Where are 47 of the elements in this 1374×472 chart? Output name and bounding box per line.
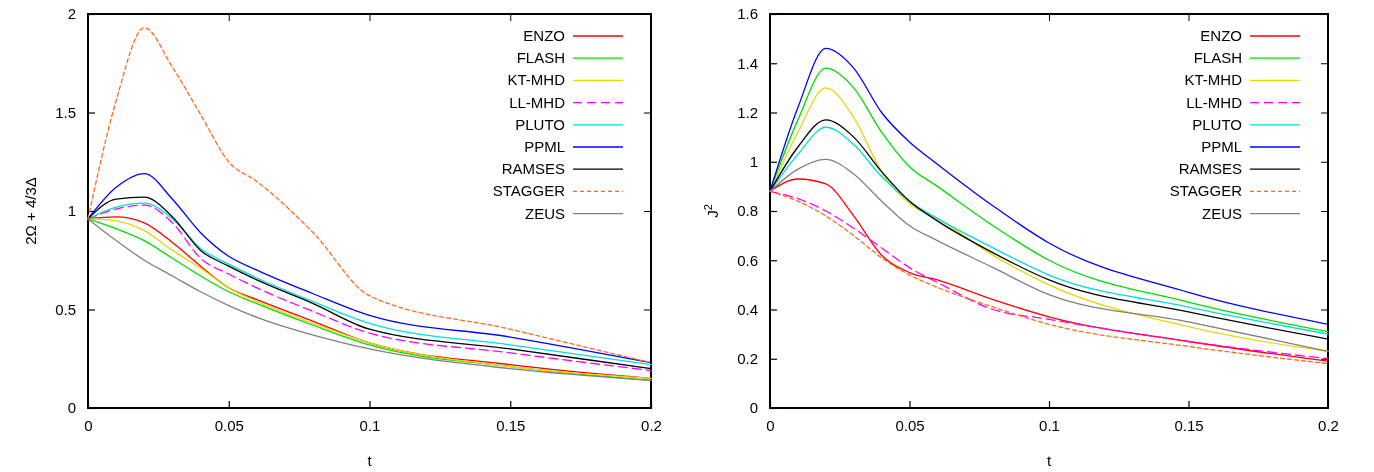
y-tick-label: 0.6 [737, 251, 758, 269]
y-tick-label: 0 [67, 399, 76, 417]
x-tick-label: 0 [766, 416, 775, 434]
legend-label: RAMSES [501, 160, 565, 178]
x-tick-label: 0.15 [1174, 416, 1204, 434]
legend-label: ENZO [523, 27, 565, 44]
line-series [87, 172, 652, 364]
x-tick-label: 0.2 [641, 416, 662, 434]
legend-label: ENZO [1200, 27, 1242, 44]
line-series [87, 27, 652, 364]
legend-label: ZEUS [1201, 204, 1242, 222]
y-tick-label: 1.2 [737, 103, 758, 121]
x-tick-label: 0.05 [214, 416, 244, 434]
x-tick-label: 0 [84, 416, 93, 434]
y-tick-label: 0.8 [737, 202, 758, 220]
x-tick-label: 0.1 [1039, 416, 1060, 434]
y-tick-label: 1.6 [737, 5, 758, 23]
legend-label: KT-MHD [507, 71, 566, 89]
legend-label: STAGGER [1169, 182, 1243, 200]
legend-label: PPML [1201, 138, 1242, 155]
y-axis-title: 2Ω + 4/3Δ [22, 177, 39, 245]
x-axis-title: t [367, 452, 373, 469]
y-tick-label: 0.2 [737, 350, 758, 368]
legend-label: PPML [524, 138, 565, 155]
y-tick-label: 1.4 [737, 54, 758, 72]
x-axis-title: t [1046, 452, 1052, 469]
legend-label: FLASH [516, 49, 565, 67]
y-tick-label: 1 [749, 153, 758, 171]
y-tick-label: 1 [67, 202, 76, 220]
legend-label: ZEUS [524, 204, 565, 222]
y-tick-label: 0 [749, 399, 758, 417]
legend-label: STAGGER [492, 182, 566, 200]
legend-label: PLUTO [1192, 115, 1242, 133]
y-tick-label: 0.5 [55, 300, 76, 318]
y-tick-label: 2 [67, 5, 76, 23]
legend-label: KT-MHD [1184, 71, 1243, 89]
legend-label: RAMSES [1178, 160, 1242, 178]
legend-label: LL-MHD [509, 93, 566, 111]
legend-label: PLUTO [515, 115, 565, 133]
x-tick-label: 0.05 [895, 416, 925, 434]
y-tick-label: 0.4 [737, 300, 758, 318]
x-tick-label: 0.15 [496, 416, 526, 434]
x-tick-label: 0.1 [359, 416, 381, 434]
x-tick-label: 0.2 [1318, 416, 1339, 434]
y-tick-label: 1.5 [55, 103, 76, 121]
legend-label: FLASH [1193, 49, 1242, 67]
legend-label: LL-MHD [1186, 93, 1243, 111]
